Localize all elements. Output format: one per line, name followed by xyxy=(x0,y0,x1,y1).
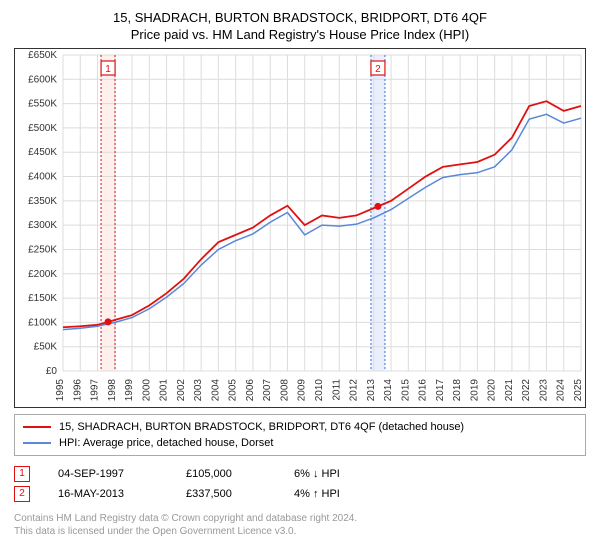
svg-text:1997: 1997 xyxy=(90,379,101,402)
price-chart: £0 £50K £100K £150K £200K £250K £300K £350K £400… xyxy=(14,48,586,408)
legend: 15, SHADRACH, BURTON BRADSTOCK, BRIDPORT… xyxy=(14,414,586,456)
legend-swatch-hpi xyxy=(23,442,51,444)
svg-text:2007: 2007 xyxy=(262,379,273,402)
svg-text:£250K: £250K xyxy=(28,244,57,255)
svg-text:2020: 2020 xyxy=(487,379,498,402)
svg-text:2014: 2014 xyxy=(383,379,394,402)
svg-text:2011: 2011 xyxy=(331,379,342,401)
legend-label-hpi: HPI: Average price, detached house, Dors… xyxy=(59,435,273,451)
svg-text:£650K: £650K xyxy=(28,50,57,61)
svg-text:2010: 2010 xyxy=(314,379,325,402)
svg-text:2001: 2001 xyxy=(159,379,170,402)
footer-line-1: Contains HM Land Registry data © Crown c… xyxy=(14,512,586,525)
sale-date: 04-SEP-1997 xyxy=(58,464,158,484)
svg-text:£500K: £500K xyxy=(28,123,57,134)
svg-text:1: 1 xyxy=(105,64,111,75)
svg-text:£100K: £100K xyxy=(28,317,57,328)
page-title: 15, SHADRACH, BURTON BRADSTOCK, BRIDPORT… xyxy=(14,10,586,25)
svg-text:2: 2 xyxy=(375,64,381,75)
svg-text:£350K: £350K xyxy=(28,196,57,207)
svg-text:2016: 2016 xyxy=(418,379,429,402)
svg-text:£550K: £550K xyxy=(28,99,57,110)
chart-svg: £0 £50K £100K £150K £200K £250K £300K £350K £400… xyxy=(15,49,585,407)
svg-text:£450K: £450K xyxy=(28,147,57,158)
svg-text:£200K: £200K xyxy=(28,269,57,280)
table-row: 2 16-MAY-2013 £337,500 4% ↑ HPI xyxy=(14,484,586,504)
svg-text:£400K: £400K xyxy=(28,172,57,183)
sale-price: £337,500 xyxy=(186,484,266,504)
svg-text:£50K: £50K xyxy=(34,342,58,353)
svg-text:1998: 1998 xyxy=(107,379,118,402)
svg-text:2015: 2015 xyxy=(400,379,411,402)
sale-diff: 4% ↑ HPI xyxy=(294,484,414,504)
sale-date: 16-MAY-2013 xyxy=(58,484,158,504)
svg-text:£600K: £600K xyxy=(28,74,57,85)
svg-text:£0: £0 xyxy=(46,366,58,377)
svg-text:2025: 2025 xyxy=(573,379,584,402)
svg-text:2004: 2004 xyxy=(210,379,221,402)
svg-text:2009: 2009 xyxy=(297,379,308,402)
footer: Contains HM Land Registry data © Crown c… xyxy=(14,512,586,538)
svg-text:2005: 2005 xyxy=(228,379,239,402)
svg-text:1999: 1999 xyxy=(124,379,135,402)
svg-text:£300K: £300K xyxy=(28,220,57,231)
svg-text:2018: 2018 xyxy=(452,379,463,402)
table-row: 1 04-SEP-1997 £105,000 6% ↓ HPI xyxy=(14,464,586,484)
footer-line-2: This data is licensed under the Open Gov… xyxy=(14,525,586,538)
sale-diff: 6% ↓ HPI xyxy=(294,464,414,484)
sale-marker-1: 1 xyxy=(14,466,30,482)
page-subtitle: Price paid vs. HM Land Registry's House … xyxy=(14,27,586,42)
sale-marker-2: 2 xyxy=(14,486,30,502)
svg-text:1996: 1996 xyxy=(72,379,83,402)
svg-text:2024: 2024 xyxy=(556,379,567,402)
svg-text:2012: 2012 xyxy=(349,379,360,402)
svg-text:2021: 2021 xyxy=(504,379,515,402)
svg-text:2000: 2000 xyxy=(141,379,152,402)
svg-text:2003: 2003 xyxy=(193,379,204,402)
svg-text:2008: 2008 xyxy=(279,379,290,402)
svg-text:2013: 2013 xyxy=(366,379,377,402)
svg-text:2017: 2017 xyxy=(435,379,446,402)
legend-label-property: 15, SHADRACH, BURTON BRADSTOCK, BRIDPORT… xyxy=(59,419,464,435)
svg-text:2023: 2023 xyxy=(538,379,549,402)
svg-text:2019: 2019 xyxy=(469,379,480,402)
svg-text:2006: 2006 xyxy=(245,379,256,402)
svg-text:1995: 1995 xyxy=(55,379,66,402)
svg-text:2002: 2002 xyxy=(176,379,187,402)
sales-table: 1 04-SEP-1997 £105,000 6% ↓ HPI 2 16-MAY… xyxy=(14,464,586,504)
legend-swatch-property xyxy=(23,426,51,428)
sale-price: £105,000 xyxy=(186,464,266,484)
svg-text:£150K: £150K xyxy=(28,293,57,304)
svg-text:2022: 2022 xyxy=(521,379,532,402)
